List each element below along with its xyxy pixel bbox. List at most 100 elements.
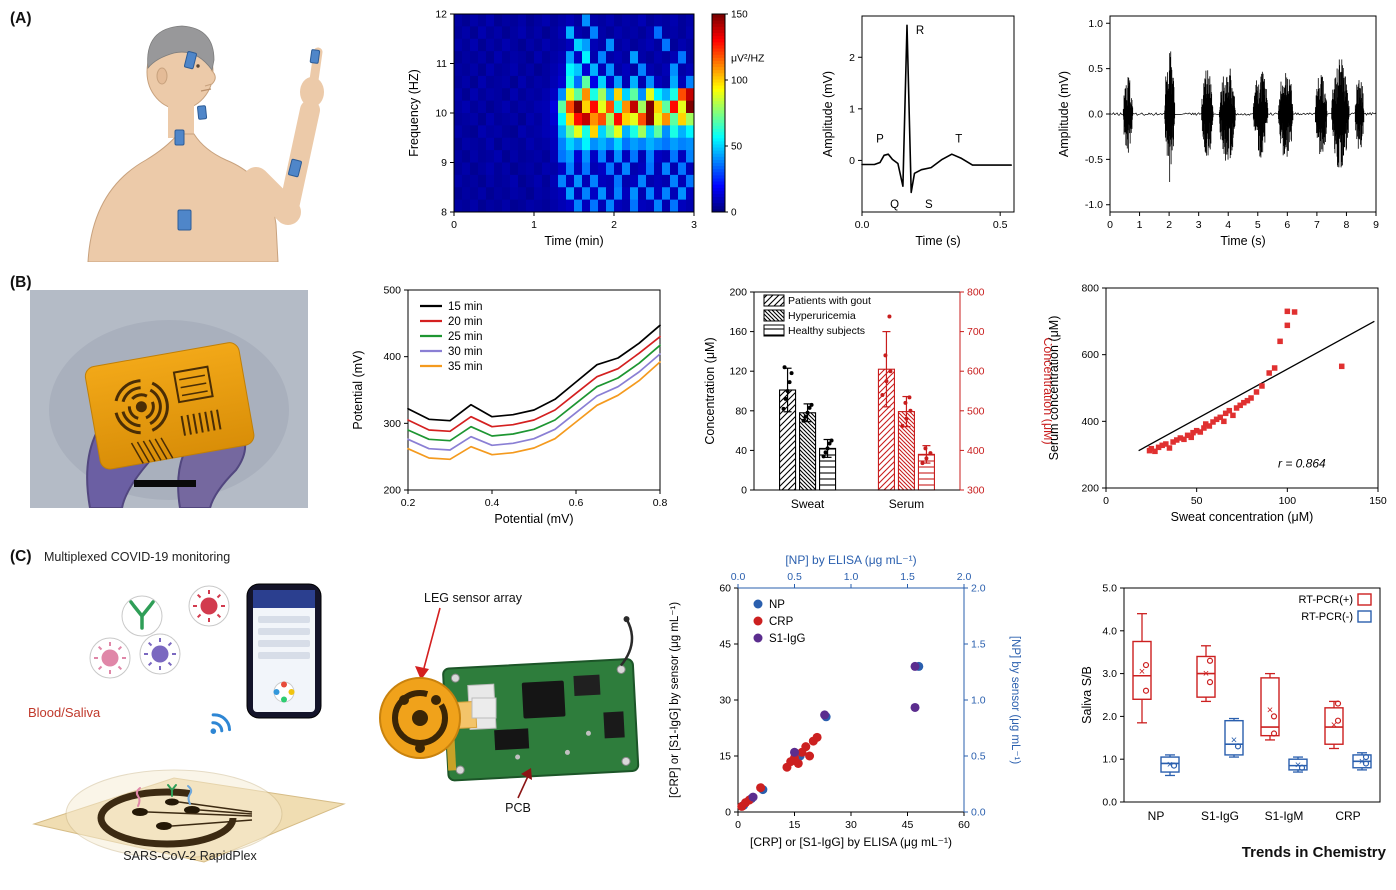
svg-text:0.0: 0.0 <box>1102 797 1117 809</box>
svg-text:0: 0 <box>451 219 457 231</box>
electrode-traces <box>147 801 253 827</box>
svg-text:0: 0 <box>725 807 731 819</box>
svg-text:12: 12 <box>435 9 447 21</box>
svg-text:Time (s): Time (s) <box>915 234 960 248</box>
svg-text:S1-IgG: S1-IgG <box>769 633 805 645</box>
flexible-sensor-photo-svg <box>30 290 308 509</box>
svg-text:S1-IgM: S1-IgM <box>1265 809 1304 823</box>
svg-text:0.5: 0.5 <box>993 219 1008 231</box>
sweat-serum-correlation-chart: 0 50 100 150 200 400 600 800 r = 0.864 Sweat conc… <box>1044 276 1392 553</box>
svg-text:0.5: 0.5 <box>1088 63 1103 75</box>
svg-text:Potential (mV): Potential (mV) <box>351 350 365 429</box>
human-body-illustration <box>87 25 324 263</box>
svg-text:5: 5 <box>1255 219 1261 231</box>
svg-text:50: 50 <box>731 142 743 153</box>
svg-text:CRP: CRP <box>1335 809 1360 823</box>
svg-text:×: × <box>1139 666 1145 678</box>
svg-text:2: 2 <box>1166 219 1172 231</box>
pcb-arrowhead <box>521 768 532 780</box>
svg-text:0.0: 0.0 <box>855 219 870 231</box>
svg-text:r = 0.864: r = 0.864 <box>1278 456 1326 470</box>
svg-text:0: 0 <box>731 208 737 219</box>
svg-text:Saliva S/B: Saliva S/B <box>1080 666 1094 724</box>
svg-text:100: 100 <box>1279 495 1297 507</box>
antenna-wire <box>619 618 634 667</box>
svg-text:60: 60 <box>719 583 731 595</box>
leg-sensor-disc <box>379 677 497 759</box>
svg-text:1.0: 1.0 <box>844 571 859 583</box>
electrode-pads <box>132 798 200 830</box>
ear <box>156 67 168 85</box>
svg-text:Amplitude (mV): Amplitude (mV) <box>1057 71 1071 157</box>
svg-text:40: 40 <box>735 445 747 457</box>
svg-text:200: 200 <box>383 485 401 497</box>
uric-acid-bar-chart: 0 40 80 120 160 200 300 400 500 600 700 800 Sweat Ser… <box>700 278 1055 551</box>
svg-text:CRP: CRP <box>769 616 794 628</box>
svg-text:600: 600 <box>967 366 985 378</box>
svg-text:-1.0: -1.0 <box>1085 199 1103 211</box>
main-chip <box>521 680 566 719</box>
svg-text:Hyperuricemia: Hyperuricemia <box>788 310 856 322</box>
svg-text:7: 7 <box>1314 219 1320 231</box>
svg-text:80: 80 <box>735 405 747 417</box>
svg-text:1.0: 1.0 <box>971 695 986 707</box>
saliva-signal-box-chart: × × NP × × S1-IgG × × S1-IgM × × CRP 0.0 1.0 2.0 3.0 4.0… <box>1078 562 1388 862</box>
pcb-sensor-photo: LEG sensor array <box>366 586 646 826</box>
eye <box>196 64 200 68</box>
svg-text:400: 400 <box>383 351 401 363</box>
svg-text:5.0: 5.0 <box>1102 583 1117 595</box>
svg-text:160: 160 <box>729 326 747 338</box>
svg-text:Amplitude (mV): Amplitude (mV) <box>821 71 835 157</box>
svg-text:Time (min): Time (min) <box>544 234 603 248</box>
pcb-label: PCB <box>505 801 531 815</box>
svg-text:0.0: 0.0 <box>731 571 746 583</box>
svg-text:400: 400 <box>1081 416 1099 428</box>
svg-text:500: 500 <box>967 405 985 417</box>
svg-text:1.5: 1.5 <box>900 571 915 583</box>
svg-text:×: × <box>1203 668 1209 680</box>
svg-text:P: P <box>876 133 884 145</box>
svg-text:200: 200 <box>729 287 747 299</box>
svg-text:NP: NP <box>1148 809 1165 823</box>
svg-text:15: 15 <box>719 751 731 763</box>
svg-text:Serum concentration (μM): Serum concentration (μM) <box>1047 316 1061 461</box>
journal-name: Trends in Chemistry <box>1241 844 1386 861</box>
svg-text:0.2: 0.2 <box>401 497 416 509</box>
svg-text:Sweat: Sweat <box>791 497 825 511</box>
svg-text:0: 0 <box>741 485 747 497</box>
svg-text:2.0: 2.0 <box>1102 711 1117 723</box>
svg-text:9: 9 <box>1373 219 1379 231</box>
svg-text:2.0: 2.0 <box>957 571 972 583</box>
svg-text:100: 100 <box>731 76 748 87</box>
svg-text:Serum: Serum <box>889 497 924 511</box>
svg-text:25 min: 25 min <box>448 331 483 343</box>
svg-text:[NP] by ELISA (μg mL⁻¹): [NP] by ELISA (μg mL⁻¹) <box>785 553 916 567</box>
svg-text:Concentration (μM): Concentration (μM) <box>1041 337 1052 444</box>
svg-text:×: × <box>1167 759 1173 771</box>
svg-text:Frequency (HZ): Frequency (HZ) <box>407 69 421 157</box>
captured-analytes <box>135 784 193 807</box>
svg-text:0.0: 0.0 <box>1088 109 1103 121</box>
pcb-board <box>442 616 640 782</box>
biosensor-ring-icon <box>97 788 237 848</box>
panel-a-label: (A) <box>10 10 32 27</box>
skin-sensor-patches <box>174 49 321 231</box>
svg-text:400: 400 <box>967 445 985 457</box>
svg-text:1.0: 1.0 <box>1088 18 1103 30</box>
leg-sensor-arrow <box>423 607 441 669</box>
svg-text:11: 11 <box>436 58 447 70</box>
svg-text:300: 300 <box>383 418 401 430</box>
svg-text:0.0: 0.0 <box>971 807 986 819</box>
torso <box>87 133 279 263</box>
svg-text:30: 30 <box>719 695 731 707</box>
mouth <box>200 88 212 92</box>
svg-text:3.0: 3.0 <box>1102 668 1117 680</box>
covid-caption: Multiplexed COVID-19 monitoring <box>44 550 231 564</box>
svg-text:Q: Q <box>890 199 899 211</box>
svg-text:45: 45 <box>719 639 731 651</box>
svg-text:600: 600 <box>1081 349 1099 361</box>
svg-text:0: 0 <box>735 819 741 831</box>
smartphone-icon <box>246 583 322 719</box>
printed-circuit-pattern <box>113 365 222 464</box>
svg-text:9: 9 <box>441 157 447 169</box>
